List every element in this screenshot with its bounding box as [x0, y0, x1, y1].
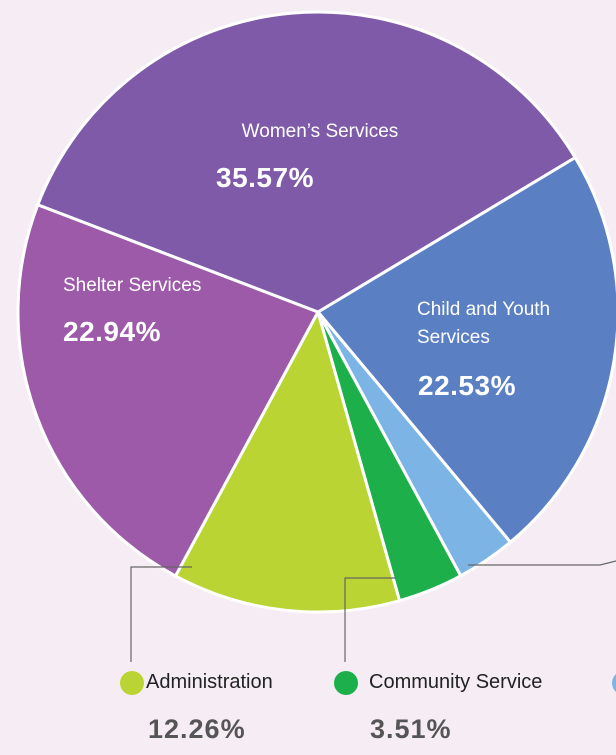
slice-label: Women’s Services [241, 121, 399, 142]
legend-swatch [120, 671, 144, 695]
pie-slice [315, 155, 616, 545]
legend-label: Community Service [369, 671, 543, 693]
legend-swatch [334, 671, 358, 695]
legend-label: Administration [146, 671, 273, 693]
legend-value: 3.51% [370, 714, 452, 744]
leader-line [130, 566, 192, 662]
leader-lines [130, 560, 616, 662]
leader-line [344, 577, 396, 662]
slice-value: 22.94% [63, 316, 161, 347]
slice-label: Child and Youth Services [417, 299, 551, 348]
pie [16, 10, 616, 614]
pie-slice [16, 202, 321, 579]
slice-label: Shelter Services [63, 275, 202, 296]
slice-value: 22.53% [418, 370, 516, 401]
leader-line [468, 560, 616, 566]
legend-swatch [612, 674, 616, 692]
pie-slice [173, 308, 402, 614]
pie-slice [35, 10, 578, 314]
legend-value: 12.26% [148, 714, 246, 744]
slice-value: 35.57% [216, 162, 314, 193]
